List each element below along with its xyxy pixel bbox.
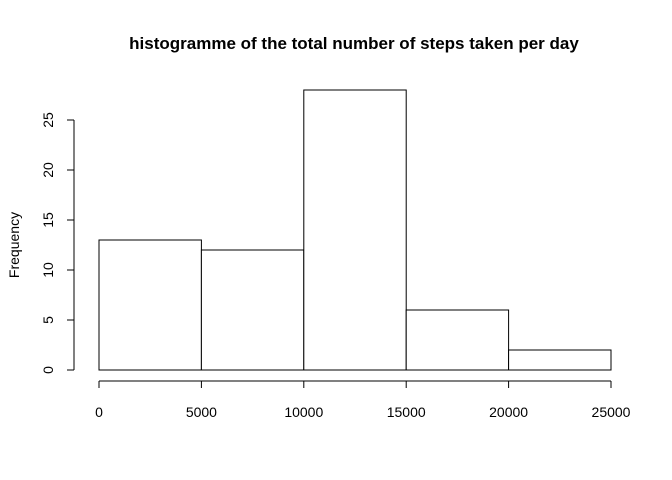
x-tick-label-1: 5000 <box>186 404 217 420</box>
y-tick-label-3: 15 <box>40 212 56 228</box>
y-axis: 0 5 10 15 20 25 <box>40 112 75 374</box>
y-tick-label-4: 20 <box>40 162 56 178</box>
y-tick-label-2: 10 <box>40 262 56 278</box>
y-tick-label-5: 25 <box>40 112 56 128</box>
x-tick-label-3: 15000 <box>387 404 426 420</box>
x-tick-label-4: 20000 <box>489 404 528 420</box>
y-tick-label-1: 5 <box>40 316 56 324</box>
histogram-bar-3 <box>405 309 510 371</box>
histogram-bar-1 <box>200 249 305 371</box>
histogram-bar-0 <box>98 239 202 371</box>
x-tick-label-5: 25000 <box>592 404 631 420</box>
histogram-bar-2 <box>303 89 407 371</box>
histogram-bar-4 <box>508 349 612 371</box>
y-axis-label: Frequency <box>6 212 22 278</box>
bars-group <box>98 89 612 371</box>
x-axis: 0 5000 10000 15000 20000 25000 <box>95 380 631 420</box>
y-tick-label-0: 0 <box>40 366 56 374</box>
chart-title: histogramme of the total number of steps… <box>129 34 579 53</box>
x-tick-label-2: 10000 <box>284 404 323 420</box>
x-tick-label-0: 0 <box>95 404 103 420</box>
